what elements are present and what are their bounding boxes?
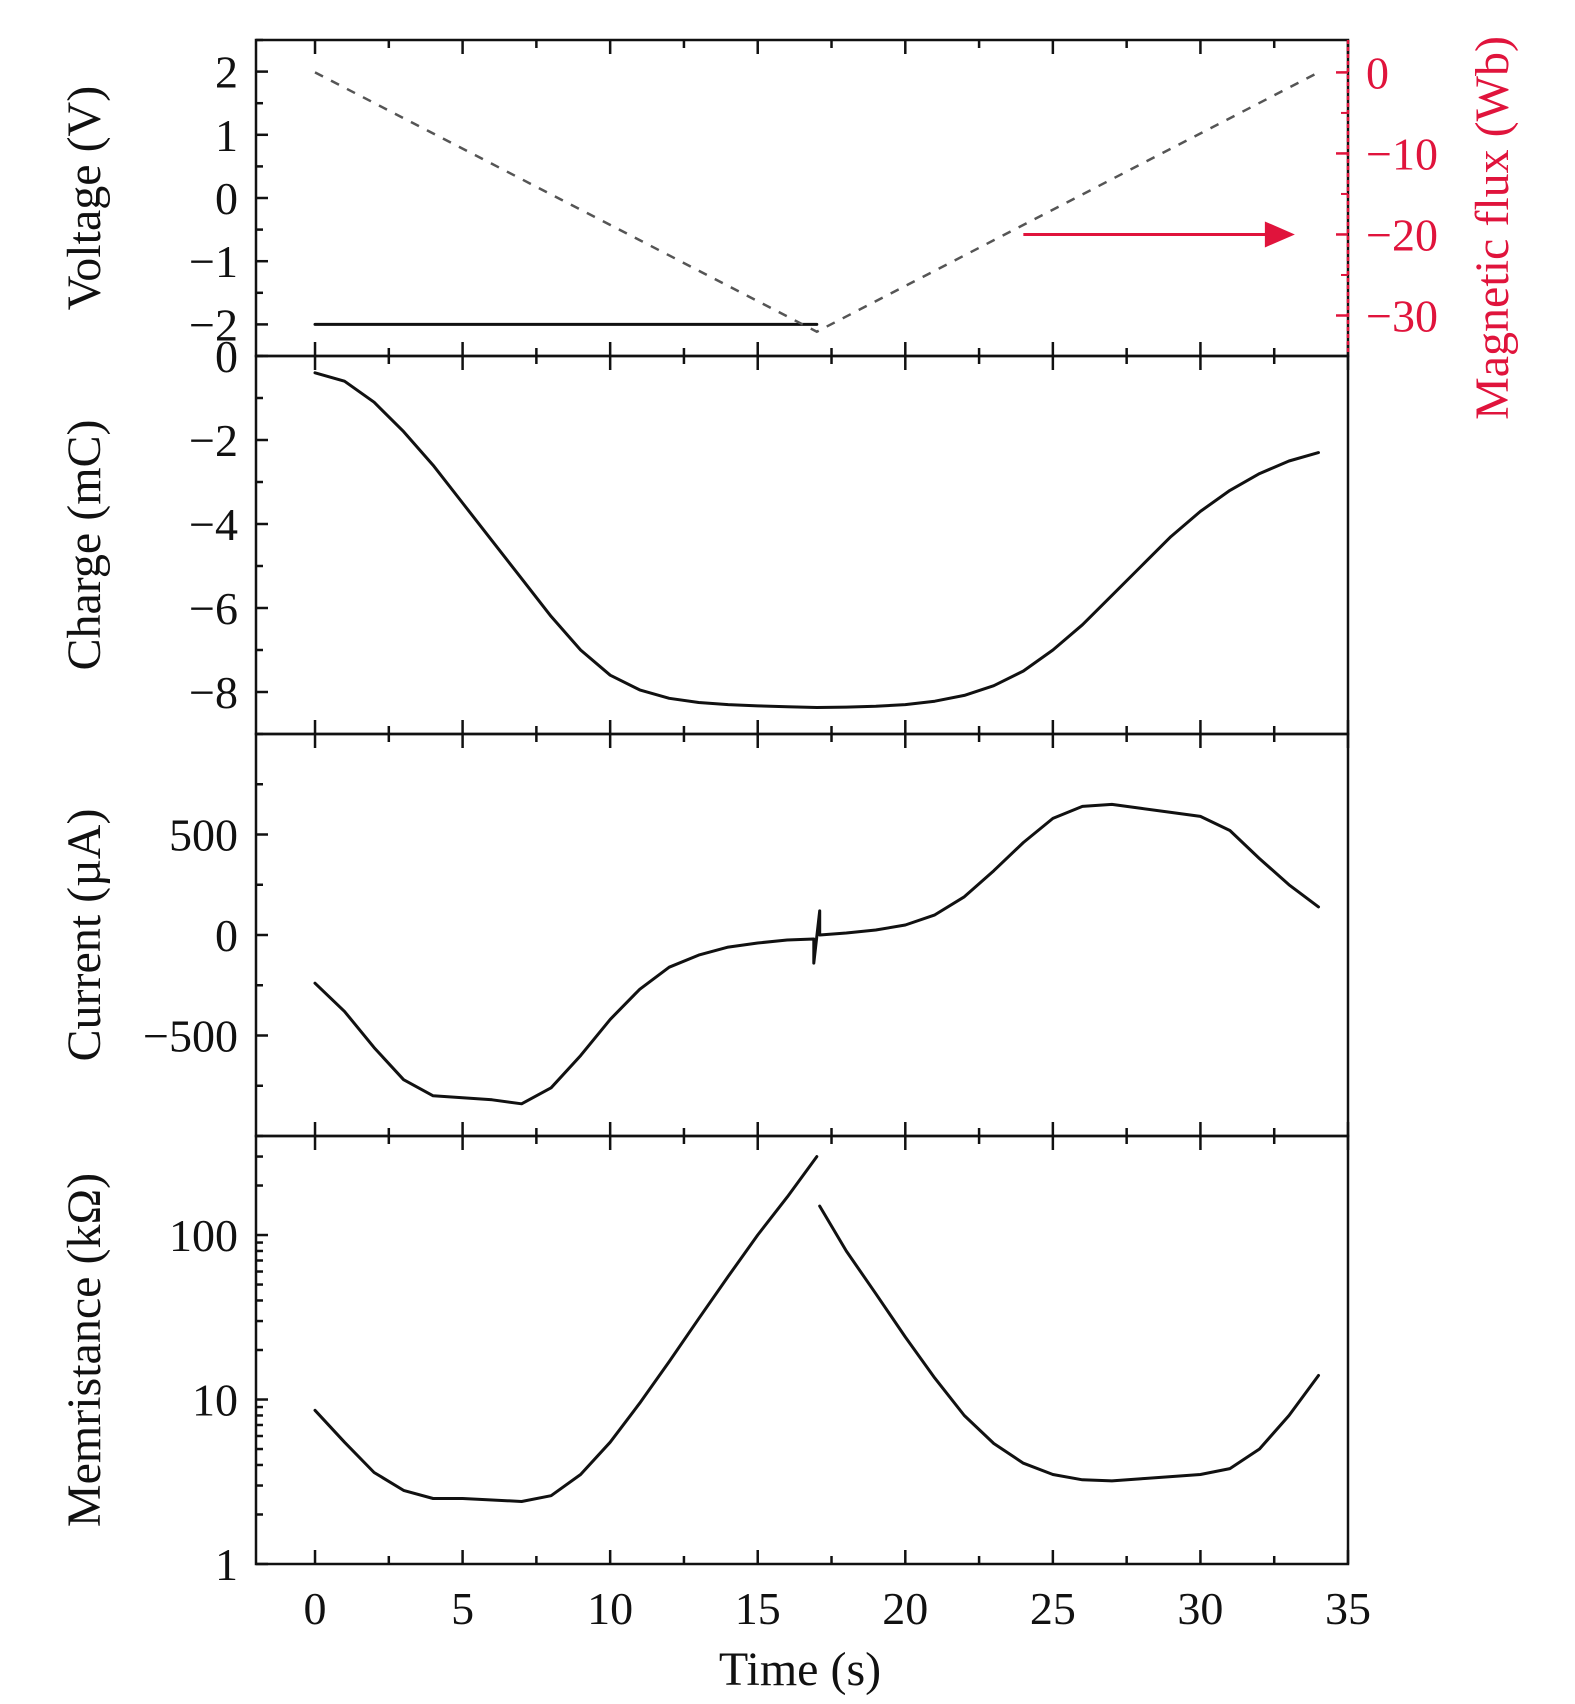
memristance-panel-frame bbox=[254, 1134, 1350, 1566]
voltage-panel: Voltage (V) Magnetic flux (Wb) 210−1−20−… bbox=[58, 36, 1519, 420]
current-series-0-line bbox=[313, 802, 1320, 1106]
current-panel-frame bbox=[254, 732, 1350, 1138]
y-tick-label: 0 bbox=[215, 331, 238, 382]
charge-y-axis-label: Charge (mC) bbox=[58, 419, 111, 670]
y-tick-label: −4 bbox=[189, 499, 238, 550]
charge-panel-frame bbox=[254, 354, 1350, 736]
y-tick-label: −2 bbox=[189, 415, 238, 466]
y-tick-label: 500 bbox=[169, 810, 238, 861]
charge-panel: Charge (mC) 0 −2 −4 −6 −8 bbox=[58, 331, 1350, 736]
y-tick-label: 0 bbox=[215, 910, 238, 961]
x-tick-label: 30 bbox=[1177, 1583, 1223, 1634]
current-panel: Current (µA) 500 0 −500 bbox=[58, 732, 1350, 1138]
x-tick-label: 25 bbox=[1030, 1583, 1076, 1634]
y-tick-label: 1 bbox=[215, 1539, 238, 1590]
magnetic-flux-axis-label: Magnetic flux (Wb) bbox=[1466, 36, 1519, 420]
x-tick-label: 15 bbox=[735, 1583, 781, 1634]
y-tick-label: −1 bbox=[189, 236, 238, 287]
memristance-panel: Memristance (kΩ) Time (s) 0 5 10 15 20 25 30 35… bbox=[58, 1134, 1371, 1696]
time-x-axis-label: Time (s) bbox=[719, 1643, 881, 1696]
y-tick-label: 100 bbox=[169, 1210, 238, 1261]
y-tick-label: 0 bbox=[215, 173, 238, 224]
voltage-panel-frame bbox=[254, 38, 1350, 358]
y-tick-label: −8 bbox=[189, 667, 238, 718]
flux-tick-label: 0 bbox=[1366, 47, 1389, 98]
voltage-series-1-dashed bbox=[314, 71, 1320, 334]
x-tick-label: 10 bbox=[587, 1583, 633, 1634]
axis-arrow-head bbox=[1264, 221, 1295, 248]
flux-tick-label: −10 bbox=[1366, 128, 1438, 179]
charge-series-0-line bbox=[313, 371, 1320, 709]
flux-tick-label: −30 bbox=[1366, 290, 1438, 341]
voltage-y-axis-label: Voltage (V) bbox=[58, 86, 111, 310]
x-tick-label: 5 bbox=[451, 1583, 474, 1634]
voltage-series-0-line bbox=[315, 72, 1319, 325]
y-tick-label: 2 bbox=[215, 47, 238, 98]
y-tick-label: −2 bbox=[189, 299, 238, 350]
y-tick-label: −500 bbox=[143, 1011, 238, 1062]
y-tick-label: 1 bbox=[215, 110, 238, 161]
x-tick-label: 0 bbox=[304, 1583, 327, 1634]
x-tick-label: 20 bbox=[882, 1583, 928, 1634]
y-tick-label: 10 bbox=[192, 1375, 238, 1426]
flux-tick-label: −20 bbox=[1366, 209, 1438, 260]
y-tick-label: −6 bbox=[189, 583, 238, 634]
memristance-series-0-line bbox=[313, 1155, 1320, 1503]
x-tick-label: 35 bbox=[1325, 1583, 1371, 1634]
current-y-axis-label: Current (µA) bbox=[58, 809, 111, 1062]
memristance-y-axis-label: Memristance (kΩ) bbox=[58, 1173, 111, 1527]
